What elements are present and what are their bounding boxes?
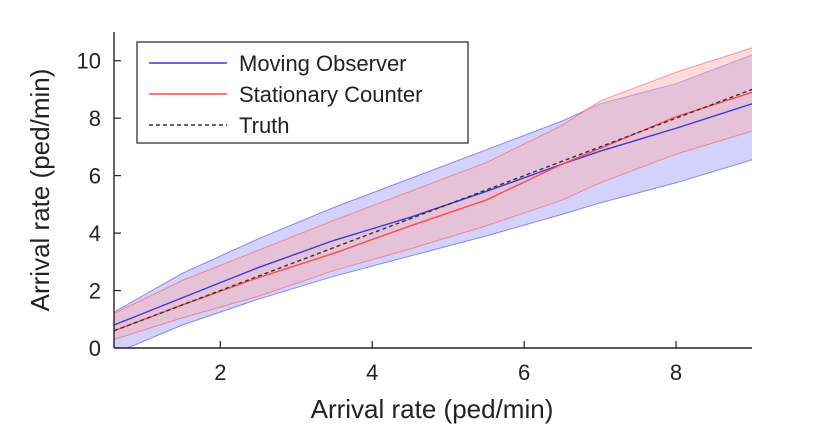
x-tick-label-8: 8 bbox=[670, 360, 682, 385]
y-tick-label-0: 0 bbox=[89, 336, 101, 361]
series-line-truth bbox=[114, 88, 752, 332]
band-lower-moving-observer bbox=[126, 159, 752, 348]
x-tick-label-2: 2 bbox=[214, 360, 226, 385]
y-tick-label-4: 4 bbox=[89, 221, 101, 246]
x-axis-title: Arrival rate (ped/min) bbox=[311, 394, 554, 424]
y-tick-label-2: 2 bbox=[89, 279, 101, 304]
legend-label-stationary-counter: Stationary Counter bbox=[239, 82, 422, 107]
y-tick-label-6: 6 bbox=[89, 164, 101, 189]
legend-label-moving-observer: Moving Observer bbox=[239, 51, 407, 76]
confidence-bands bbox=[114, 47, 752, 348]
legend-box bbox=[136, 41, 469, 144]
x-tick-label-6: 6 bbox=[518, 360, 530, 385]
band-upper-stationary-counter bbox=[114, 47, 752, 314]
y-tick-label-10: 10 bbox=[77, 49, 101, 74]
axes: 2 4 6 8 0 2 4 6 8 10 bbox=[77, 32, 752, 385]
band-moving-observer bbox=[114, 54, 752, 348]
series-lines bbox=[114, 88, 752, 332]
y-tick-label-8: 8 bbox=[89, 106, 101, 131]
legend-label-truth: Truth bbox=[239, 113, 290, 138]
band-upper-moving-observer bbox=[114, 54, 752, 313]
legend: Moving Observer Stationary Counter Truth bbox=[136, 41, 469, 144]
band-stationary-counter bbox=[114, 47, 752, 340]
x-tick-label-4: 4 bbox=[366, 360, 378, 385]
band-lower-stationary-counter bbox=[114, 130, 752, 340]
y-axis-title: Arrival rate (ped/min) bbox=[25, 69, 55, 312]
